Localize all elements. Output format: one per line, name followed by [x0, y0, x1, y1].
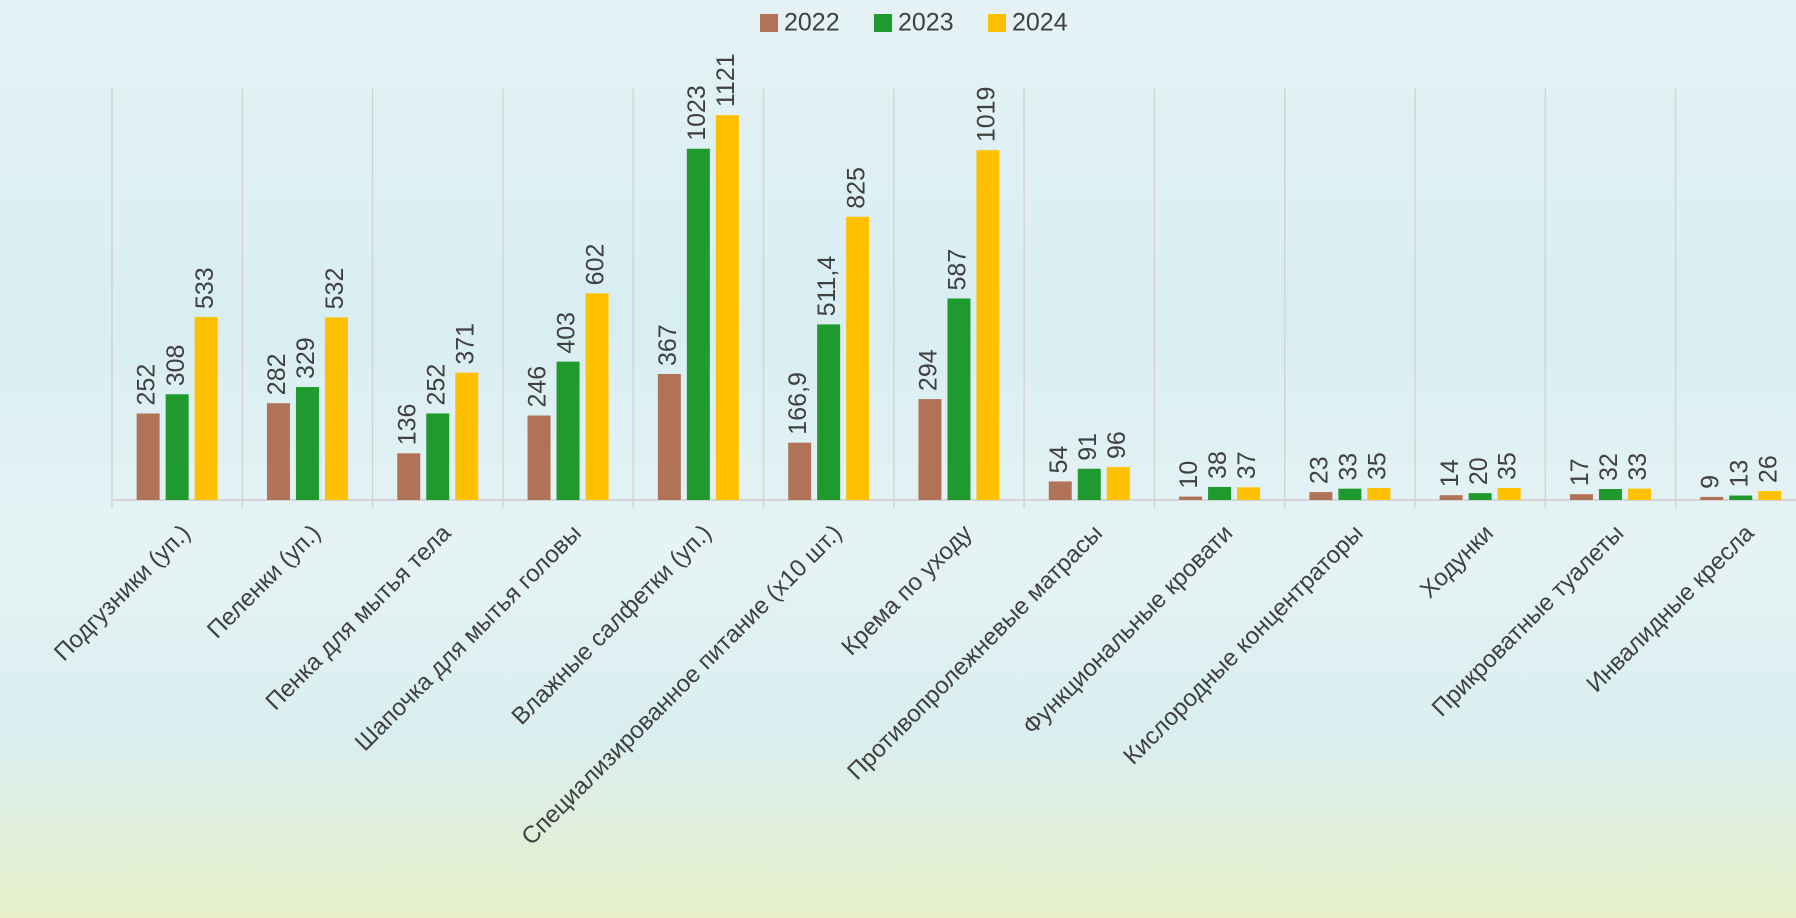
bar [1208, 486, 1232, 500]
bar [585, 293, 609, 500]
value-label: 1019 [973, 87, 1001, 143]
legend-label: 2024 [1012, 9, 1068, 37]
x-tick-label: Противопролежневые матрасы [842, 520, 1108, 786]
value-label: 136 [393, 404, 421, 446]
legend-swatch [874, 14, 892, 32]
bar [686, 148, 710, 500]
bar [1179, 496, 1203, 500]
value-label: 403 [553, 312, 581, 354]
value-label: 371 [451, 323, 479, 365]
x-tick-label: Шапочка для мытья головы [350, 520, 587, 757]
bar [1468, 493, 1492, 500]
value-label: 294 [915, 349, 943, 391]
bar [1729, 495, 1753, 500]
value-label: 35 [1494, 452, 1522, 480]
bar [1367, 487, 1391, 500]
value-label: 367 [654, 324, 682, 366]
x-tick-label: Функциональные кровати [1018, 520, 1239, 741]
legend-swatch [760, 14, 778, 32]
legend-label: 2022 [784, 9, 840, 37]
value-label: 17 [1566, 458, 1594, 486]
value-label: 825 [842, 167, 870, 209]
bar [266, 403, 290, 500]
value-label: 308 [162, 345, 190, 387]
value-label: 10 [1175, 461, 1203, 489]
bar [194, 317, 218, 500]
value-label: 23 [1305, 456, 1333, 484]
x-tick-label: Пеленки (уп.) [202, 520, 326, 644]
bar [397, 453, 421, 500]
value-label: 20 [1465, 457, 1493, 485]
bar [1598, 489, 1622, 500]
value-label: 96 [1103, 431, 1131, 459]
bar [295, 387, 319, 500]
value-label: 1023 [683, 85, 711, 141]
value-label: 587 [944, 249, 972, 291]
bar [1237, 487, 1261, 500]
value-label: 38 [1204, 451, 1232, 479]
bar [165, 394, 189, 500]
value-label: 91 [1074, 433, 1102, 461]
bar [1758, 491, 1782, 500]
bar [715, 115, 739, 500]
bar [1338, 488, 1362, 500]
bar [556, 361, 580, 500]
value-label: 32 [1595, 453, 1623, 481]
bar [788, 442, 812, 500]
value-label: 13 [1725, 460, 1753, 488]
value-label: 602 [582, 244, 610, 286]
value-label: 9 [1696, 475, 1724, 489]
bar [947, 298, 971, 500]
bar [1048, 481, 1072, 500]
bar [1077, 468, 1101, 500]
x-tick-label: Ходунки [1415, 520, 1499, 604]
value-label: 252 [133, 364, 161, 406]
value-label: 26 [1754, 455, 1782, 483]
bar [817, 324, 841, 500]
x-tick-label: Крема по уходу [836, 520, 977, 661]
bar [324, 317, 348, 500]
value-label: 33 [1624, 453, 1652, 481]
bar [1497, 487, 1521, 500]
bar [1106, 467, 1130, 500]
value-label: 282 [263, 353, 291, 395]
value-label: 329 [292, 337, 320, 379]
value-label: 33 [1334, 453, 1362, 481]
value-label: 14 [1436, 459, 1464, 487]
bar [846, 216, 870, 500]
bar [1627, 488, 1651, 500]
bar [455, 372, 479, 500]
value-label: 35 [1363, 452, 1391, 480]
bar [527, 415, 551, 500]
bar [1439, 495, 1463, 500]
value-label: 37 [1233, 451, 1261, 479]
bar [426, 413, 450, 500]
value-label: 1121 [712, 53, 740, 107]
bar [1309, 492, 1333, 500]
bar [1700, 496, 1724, 500]
value-label: 511,4 [813, 256, 841, 317]
legend-swatch [988, 14, 1006, 32]
value-label: 54 [1045, 446, 1073, 474]
x-tick-label: Кислородные концентраторы [1118, 520, 1368, 770]
value-label: 166,9 [784, 372, 812, 435]
value-label: 532 [321, 268, 349, 310]
legend-label: 2023 [898, 9, 954, 37]
bar [657, 373, 681, 500]
value-label: 246 [524, 366, 552, 408]
bar [918, 399, 942, 500]
bar [976, 150, 1000, 501]
bar [1569, 494, 1593, 500]
bar [136, 413, 160, 500]
value-label: 533 [191, 267, 219, 309]
value-label: 252 [422, 364, 450, 406]
x-tick-label: Подгузники (уп.) [49, 520, 196, 667]
